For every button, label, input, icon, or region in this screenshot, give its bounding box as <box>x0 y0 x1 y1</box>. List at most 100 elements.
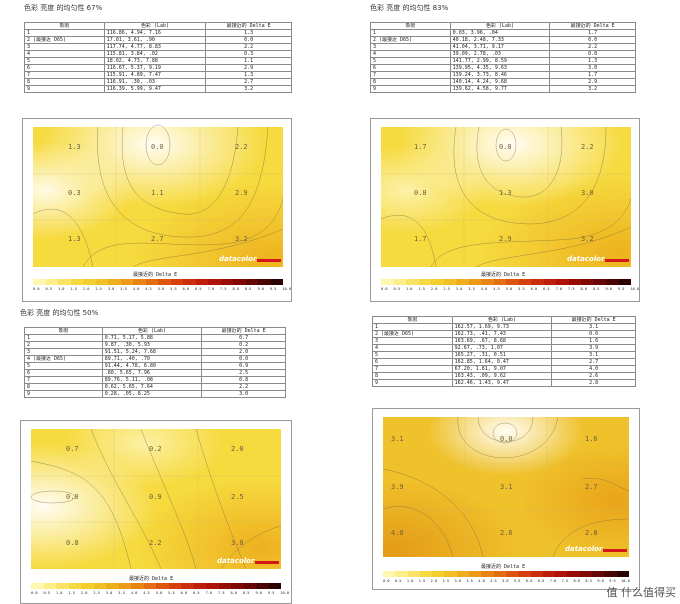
scale-tick-label: 4.5 <box>143 591 150 595</box>
scale-tick-label: 8.0 <box>573 579 581 583</box>
table-row: 2 (最接近 D65) 17.01, 3.61, .90 0.0 <box>24 36 292 44</box>
table-row: 1 0.71, 5.17, 5.88 0.7 <box>24 334 286 342</box>
scale-swatch <box>418 279 431 285</box>
scale-swatch <box>43 583 56 589</box>
scale-swatch <box>156 583 169 589</box>
scale-tick-label: 0.5 <box>43 591 50 595</box>
table-row: 4 (最接近 D65) 89.71, .40, .70 0.0 <box>24 355 286 363</box>
scale-tick-label: 2.5 <box>442 579 450 583</box>
scale-swatch <box>555 571 568 577</box>
scale-tick-label: 1.0 <box>405 287 413 291</box>
cell-delta-e: 2.5 <box>201 369 286 377</box>
cell-delta-e: 2.6 <box>551 372 636 380</box>
cell-lab: 91.44, 4.78, 6.80 <box>101 362 203 370</box>
cell-delta-e: 2.2 <box>549 43 636 51</box>
scale-swatch <box>45 279 58 285</box>
cell-delta-e: 2.0 <box>201 348 286 356</box>
grid-value: 2.9 <box>235 189 248 197</box>
scale-tick-label: 2.0 <box>80 591 88 595</box>
scale-tick-label: 4.5 <box>493 287 500 291</box>
legend-title: 最接近的 Delta E <box>129 576 174 582</box>
cell-lab: 17.01, 3.61, .90 <box>103 36 207 44</box>
scale-swatch <box>432 571 445 577</box>
cell-quadrant: 4 <box>370 50 451 58</box>
scale-swatch <box>183 279 196 285</box>
cell-delta-e: 3.1 <box>551 323 636 331</box>
site-watermark: 值 什么值得买 <box>606 586 677 599</box>
scale-swatch <box>406 279 419 285</box>
scale-swatch <box>444 571 457 577</box>
grid-value: 0.0 <box>151 143 164 151</box>
cell-delta-e: 1.6 <box>551 337 636 345</box>
grid-value: 0.9 <box>149 493 162 501</box>
uniformity-panel-50: 0.7 0.2 2.0 0.0 0.9 2.5 0.8 2.2 3.0 data… <box>20 420 292 604</box>
scale-swatch <box>120 279 133 285</box>
scale-swatch <box>506 279 519 285</box>
scale-tick-label: 10.0 <box>282 287 292 291</box>
scale-tick-label: 4.0 <box>130 591 138 595</box>
cell-lab: .80, 5.65, 7.96 <box>101 369 203 377</box>
table-row: 3 91.51, 5.24, 7.68 2.0 <box>24 348 286 356</box>
header-delta-e: 最接近的 Delta E <box>551 316 636 324</box>
table-row: 8 116.91, .30, .03 2.7 <box>24 78 292 86</box>
datacolor-logo-bar <box>603 549 627 552</box>
cell-lab: 163.69, .67, 8.68 <box>451 337 553 345</box>
scale-swatch <box>456 279 469 285</box>
cell-quadrant: 4 (最接近 D65) <box>24 355 103 363</box>
legend-title: 最接近的 Delta E <box>133 272 178 278</box>
datacolor-logo-bar <box>257 259 281 262</box>
cell-delta-e: 0.9 <box>201 362 286 370</box>
cell-lab: 162.85, 1.64, 0.47 <box>451 358 553 366</box>
cell-lab: 92.67, .73, 1.07 <box>451 344 553 352</box>
grid-value: 2.2 <box>581 143 594 151</box>
scale-tick-label: 9.5 <box>269 287 277 291</box>
scale-tick-label: 3.5 <box>118 591 125 595</box>
scale-tick-label: 7.0 <box>549 579 557 583</box>
table-row: 2 (最接近 D65) 40.18, 2.48, 7.33 0.0 <box>370 36 636 44</box>
table-row: 8 140.14, 4.24, 9.68 2.9 <box>370 78 636 86</box>
scale-swatch <box>68 583 81 589</box>
scale-swatch <box>616 571 629 577</box>
section-title-83: 色彩 亮度 的均匀性 83% <box>370 4 449 12</box>
cell-delta-e: 3.9 <box>551 344 636 352</box>
grid-value: 1.3 <box>499 189 512 197</box>
cell-quadrant: 4 <box>372 344 453 352</box>
cell-quadrant: 8 <box>24 78 105 86</box>
scale-swatch <box>256 583 269 589</box>
cell-delta-e: 2.9 <box>205 64 292 72</box>
scale-tick-label: 5.5 <box>513 579 521 583</box>
scale-tick-label: 5.0 <box>505 287 513 291</box>
scale-swatch <box>568 279 581 285</box>
grid-value: 1.6 <box>585 435 598 443</box>
scale-swatch <box>581 279 594 285</box>
scale-swatch <box>133 279 146 285</box>
cell-quadrant: 8 <box>24 383 103 391</box>
cell-delta-e: 0.3 <box>205 50 292 58</box>
scale-swatch <box>145 279 158 285</box>
cell-quadrant: 9 <box>24 390 103 398</box>
scale-tick-label: 6.5 <box>193 591 200 595</box>
grid-value: 4.0 <box>391 529 404 537</box>
cell-lab: 0.71, 5.17, 5.88 <box>101 334 203 342</box>
scale-tick-label: 3.5 <box>468 287 475 291</box>
scale-swatch <box>208 279 221 285</box>
scale-swatch <box>270 279 283 285</box>
scale-swatch <box>518 571 531 577</box>
grid-value: 0.3 <box>68 189 81 197</box>
cell-lab: 116.67, 5.37, 9.19 <box>103 64 207 72</box>
scale-tick-label: 3.0 <box>105 591 113 595</box>
cell-lab: 89.71, .40, .70 <box>101 355 203 363</box>
scale-swatch <box>58 279 71 285</box>
scale-swatch <box>542 571 556 577</box>
scale-tick-label: 0.0 <box>33 287 40 291</box>
scale-swatch <box>469 571 482 577</box>
table-header-row: 象限 色彩 (Lab) 最接近的 Delta E <box>372 316 636 324</box>
scale-tick-label: 0.5 <box>394 579 402 583</box>
scale-swatch <box>56 583 69 589</box>
cell-delta-e: 0.0 <box>551 330 636 338</box>
table-row: 1 116.86, 4.94, 7.16 1.3 <box>24 29 292 37</box>
table-row: 5 91.44, 4.78, 6.80 0.9 <box>24 362 286 370</box>
cell-delta-e: 3.2 <box>549 85 636 93</box>
data-table-67: 象限 色彩 (Lab) 最接近的 Delta E 1 116.86, 4.94, … <box>24 22 292 93</box>
grid-value: 2.5 <box>231 493 244 501</box>
